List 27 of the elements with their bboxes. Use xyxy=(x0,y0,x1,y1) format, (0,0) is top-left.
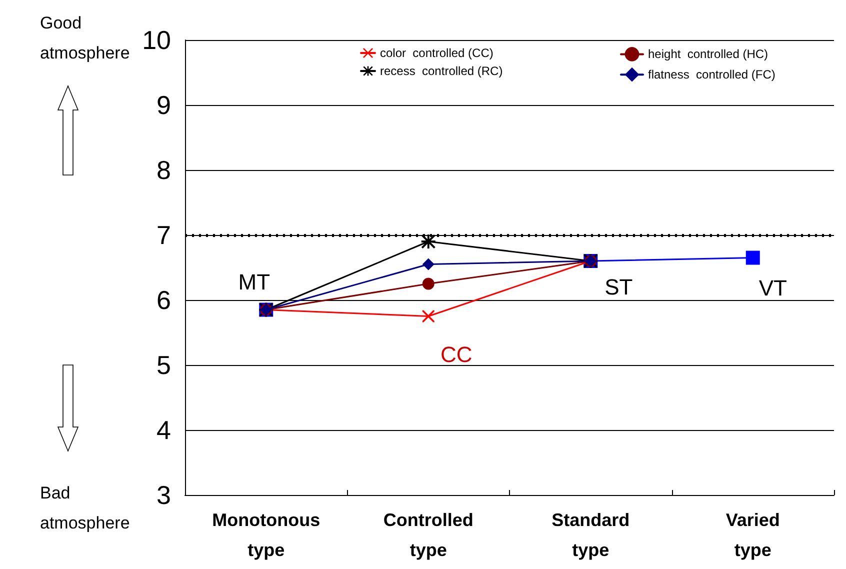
y-tick-label: 6 xyxy=(156,285,171,315)
annotation: CC xyxy=(440,342,472,367)
y-tick-label: 4 xyxy=(156,415,171,445)
text: Bad atmosphere xyxy=(40,484,130,532)
legend-label: flatness controlled (FC) xyxy=(648,68,776,82)
point xyxy=(422,278,434,290)
y-tick-label: 5 xyxy=(156,350,171,380)
annotation: VT xyxy=(758,275,787,300)
x-tick-label: Standard type xyxy=(552,510,630,560)
annotation: MT xyxy=(238,269,270,294)
text: Good atmosphere xyxy=(40,14,130,62)
legend-label: height controlled (HC) xyxy=(648,47,768,62)
y-tick-label: 10 xyxy=(142,25,171,55)
point xyxy=(422,258,434,270)
y-tick-label: 3 xyxy=(156,480,171,510)
y-tick-label: 8 xyxy=(156,155,171,185)
annotation: ST xyxy=(604,274,633,300)
x-tick-label: Monotonous type xyxy=(212,510,320,560)
point xyxy=(422,310,434,322)
point xyxy=(746,250,760,265)
x-tick-label: Controlled type xyxy=(383,510,474,560)
legend-label: recess controlled (RC) xyxy=(380,64,503,78)
point xyxy=(421,234,436,248)
x-tick-label: Varied type xyxy=(726,510,780,560)
y-tick-label: 7 xyxy=(156,220,171,250)
y-tick-label: 9 xyxy=(156,90,171,120)
legend-label: color controlled (CC) xyxy=(380,46,494,60)
